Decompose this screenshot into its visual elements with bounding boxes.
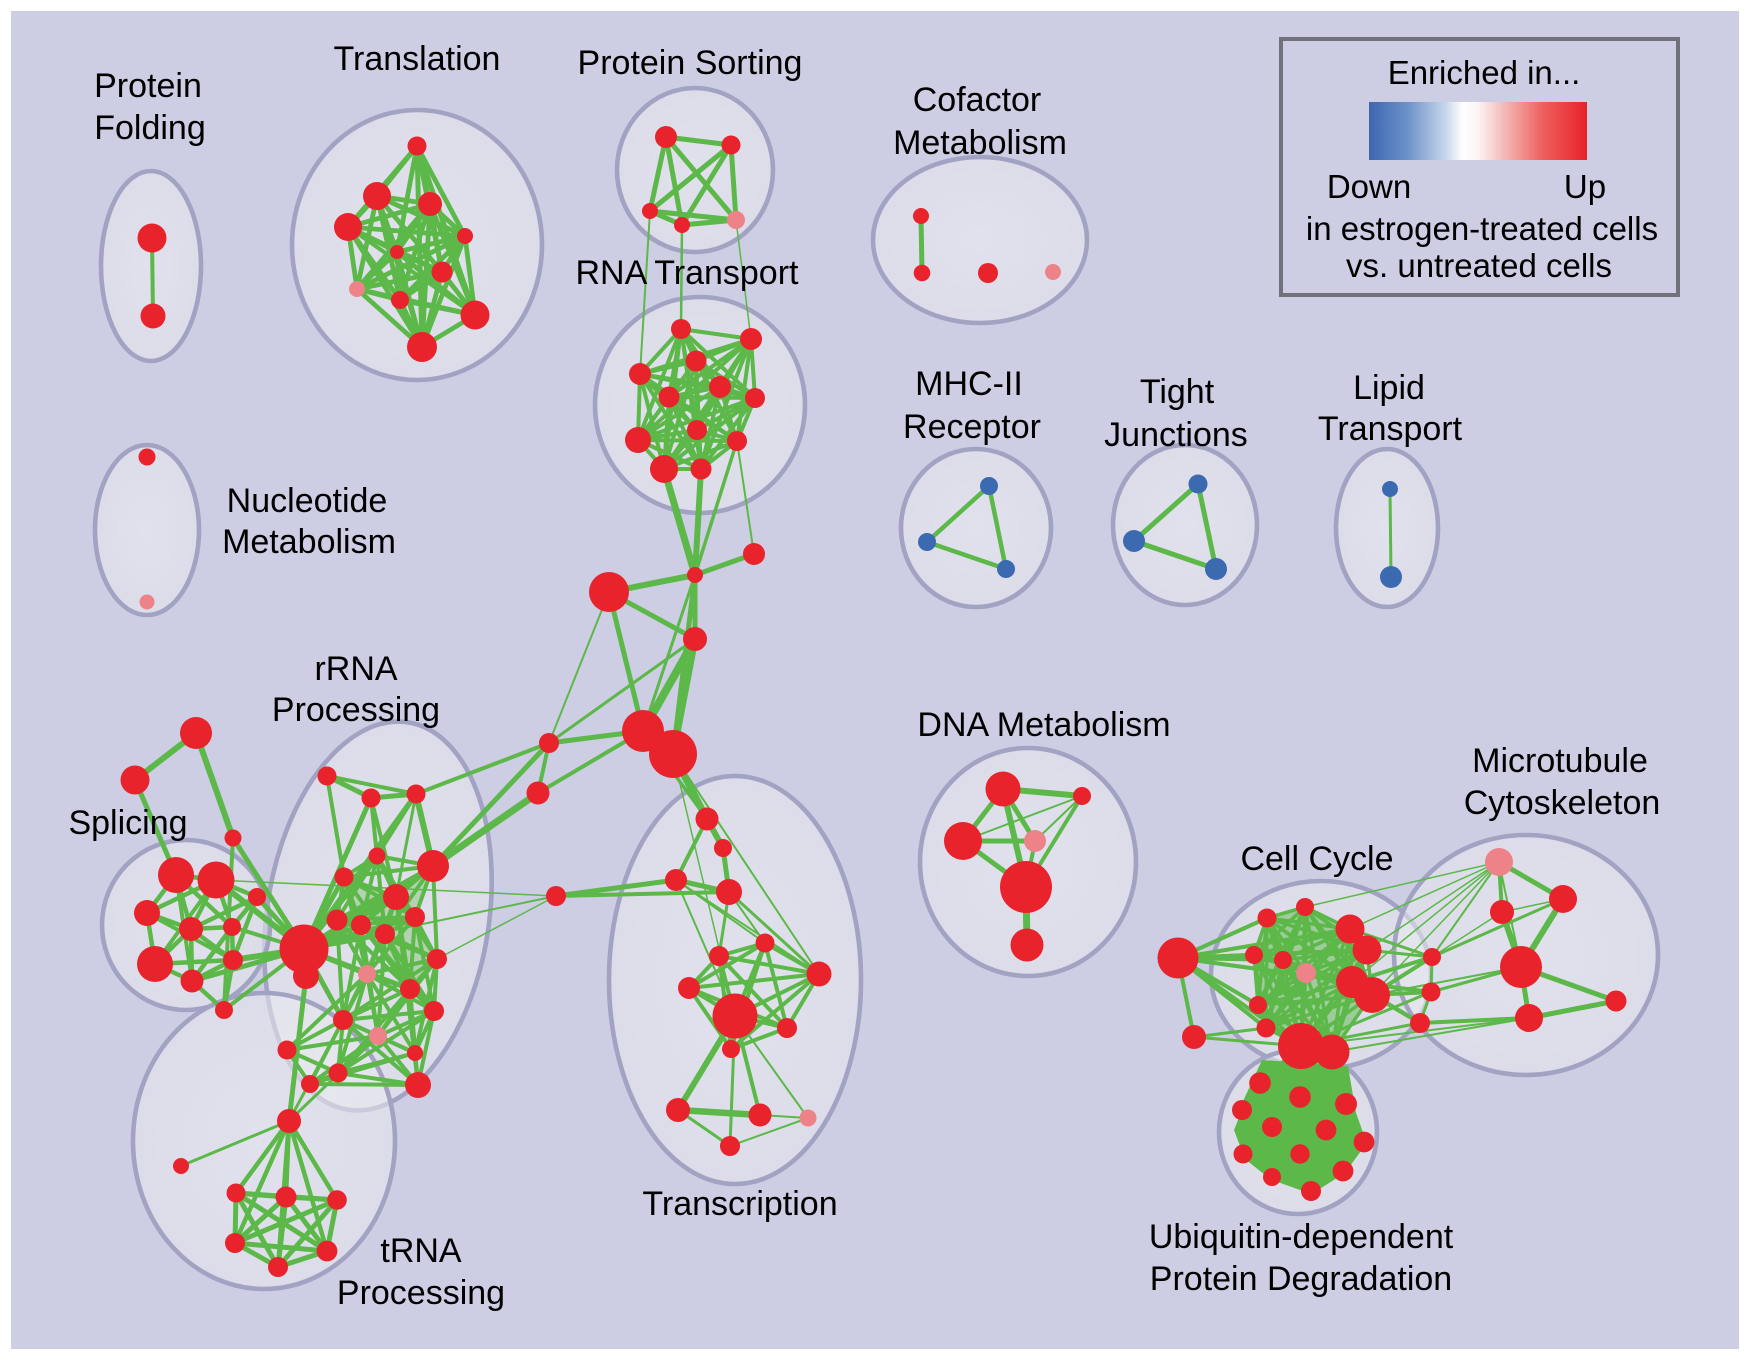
svg-text:Nucleotide: Nucleotide (227, 482, 388, 520)
svg-text:Cell Cycle: Cell Cycle (1240, 840, 1393, 878)
svg-text:Tight: Tight (1140, 373, 1215, 411)
svg-text:Cytoskeleton: Cytoskeleton (1464, 784, 1661, 822)
svg-text:Protein Sorting: Protein Sorting (578, 44, 803, 82)
svg-text:Enriched in...: Enriched in... (1388, 54, 1581, 91)
svg-text:Processing: Processing (337, 1274, 505, 1312)
svg-text:Ubiquitin-dependent: Ubiquitin-dependent (1149, 1218, 1454, 1256)
svg-text:Down: Down (1327, 168, 1411, 205)
svg-text:Up: Up (1564, 168, 1606, 205)
svg-text:Receptor: Receptor (903, 408, 1041, 446)
svg-text:in estrogen-treated cells: in estrogen-treated cells (1306, 210, 1658, 247)
svg-text:Splicing: Splicing (68, 804, 187, 842)
svg-text:Processing: Processing (272, 691, 440, 729)
svg-text:rRNA: rRNA (314, 650, 397, 688)
svg-text:Translation: Translation (334, 40, 501, 78)
svg-text:Folding: Folding (94, 109, 206, 147)
svg-text:Metabolism: Metabolism (222, 523, 396, 561)
svg-text:tRNA: tRNA (380, 1232, 462, 1270)
svg-text:Protein Degradation: Protein Degradation (1150, 1260, 1452, 1298)
svg-text:RNA Transport: RNA Transport (576, 254, 800, 292)
svg-text:Cofactor: Cofactor (913, 81, 1042, 119)
svg-text:Lipid: Lipid (1353, 369, 1425, 407)
svg-text:Transport: Transport (1318, 410, 1463, 448)
svg-text:DNA Metabolism: DNA Metabolism (917, 706, 1170, 744)
svg-text:Junctions: Junctions (1104, 416, 1248, 454)
svg-text:Metabolism: Metabolism (893, 124, 1067, 162)
svg-text:Microtubule: Microtubule (1472, 742, 1648, 780)
svg-text:Transcription: Transcription (642, 1185, 837, 1223)
svg-text:vs. untreated cells: vs. untreated cells (1346, 247, 1612, 284)
svg-text:MHC-II: MHC-II (915, 365, 1023, 403)
svg-text:Protein: Protein (94, 67, 202, 105)
